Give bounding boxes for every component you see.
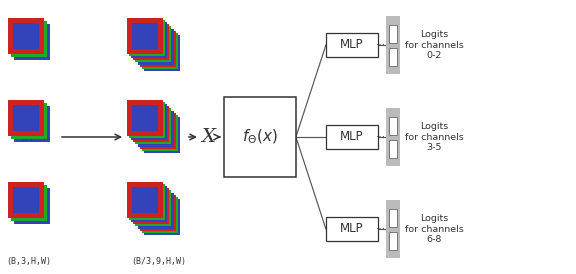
Bar (145, 118, 170, 144)
Text: Logits
for channels
6-8: Logits for channels 6-8 (405, 214, 464, 244)
Bar (389, 232, 397, 250)
Bar (11, 21, 47, 57)
Bar (16, 26, 42, 52)
Text: MLP: MLP (340, 130, 363, 144)
Bar (141, 195, 166, 221)
Bar (386, 200, 400, 258)
Bar (136, 191, 162, 217)
Text: (B/3,9,H,W): (B/3,9,H,W) (131, 257, 186, 266)
Text: ···: ··· (376, 40, 386, 50)
Bar (129, 102, 165, 138)
Bar (135, 190, 172, 226)
Bar (127, 182, 163, 218)
Bar (149, 204, 175, 230)
Bar (326, 125, 378, 149)
Bar (144, 117, 180, 153)
Bar (13, 23, 39, 49)
Bar (13, 105, 39, 131)
Bar (136, 27, 162, 53)
Text: Logits
for channels
0-2: Logits for channels 0-2 (405, 30, 464, 60)
Bar (131, 22, 167, 58)
Bar (14, 188, 50, 224)
Bar (133, 24, 169, 60)
Text: ···: ··· (376, 224, 386, 234)
Bar (139, 31, 176, 67)
Bar (386, 16, 400, 74)
Bar (134, 107, 160, 133)
Bar (131, 104, 167, 140)
Bar (131, 186, 167, 222)
Bar (142, 33, 169, 59)
Bar (145, 36, 170, 62)
Bar (138, 28, 173, 64)
Bar (147, 120, 173, 146)
Bar (138, 29, 164, 55)
Bar (141, 32, 166, 57)
Bar (386, 108, 400, 166)
Bar (132, 105, 158, 131)
Bar (14, 24, 50, 60)
Bar (389, 24, 397, 42)
Bar (144, 35, 180, 71)
Bar (389, 209, 397, 227)
Bar (142, 115, 178, 151)
Bar (129, 184, 165, 220)
Bar (11, 185, 47, 221)
Bar (138, 193, 173, 229)
Bar (142, 33, 178, 69)
Bar (14, 106, 50, 142)
Bar (389, 116, 397, 135)
Bar (147, 38, 173, 64)
Bar (142, 197, 178, 233)
Bar (139, 195, 176, 231)
Text: X: X (201, 128, 215, 146)
Bar (135, 109, 172, 144)
Bar (134, 25, 160, 51)
Bar (138, 110, 173, 147)
Bar (326, 33, 378, 57)
Bar (326, 217, 378, 241)
Text: ···: ··· (376, 132, 386, 142)
Text: $f_{\Theta}(x)$: $f_{\Theta}(x)$ (242, 128, 278, 146)
Bar (136, 109, 162, 135)
Bar (389, 139, 397, 158)
Bar (389, 47, 397, 65)
Bar (132, 187, 158, 213)
Bar (127, 100, 163, 136)
Bar (8, 100, 44, 136)
Bar (224, 97, 296, 177)
Bar (142, 198, 169, 224)
Bar (139, 113, 176, 149)
Bar (19, 193, 45, 219)
Bar (142, 116, 169, 141)
Bar (149, 122, 175, 148)
Bar (133, 106, 169, 142)
Bar (135, 26, 172, 62)
Bar (11, 103, 47, 139)
Bar (145, 199, 170, 226)
Text: ...: ... (22, 130, 34, 144)
Bar (141, 113, 166, 139)
Bar (147, 202, 173, 228)
Bar (132, 23, 158, 49)
Bar (8, 18, 44, 54)
Bar (144, 199, 180, 235)
Bar (129, 20, 165, 56)
Bar (16, 108, 42, 134)
Bar (19, 29, 45, 55)
Text: MLP: MLP (340, 222, 363, 235)
Bar (138, 193, 164, 219)
Bar (16, 190, 42, 216)
Bar (13, 187, 39, 213)
Bar (133, 188, 169, 224)
Bar (19, 111, 45, 137)
Bar (134, 189, 160, 215)
Bar (149, 40, 175, 66)
Text: Logits
for channels
3-5: Logits for channels 3-5 (405, 122, 464, 152)
Bar (8, 182, 44, 218)
Bar (127, 18, 163, 54)
Text: (B,3,H,W): (B,3,H,W) (6, 257, 51, 266)
Bar (138, 111, 164, 137)
Text: MLP: MLP (340, 39, 363, 52)
